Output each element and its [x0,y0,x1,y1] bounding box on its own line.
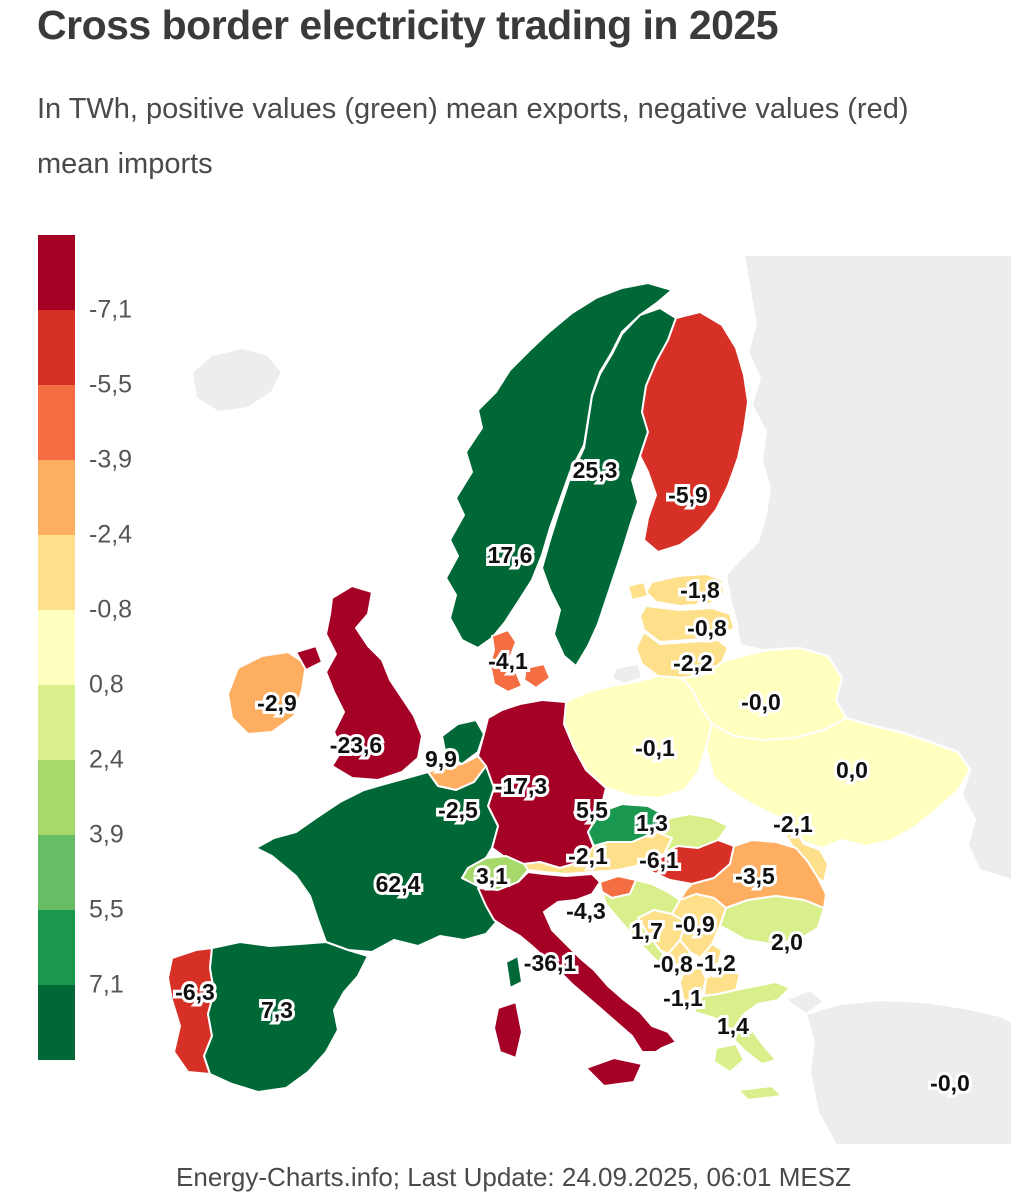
country-ukraine[interactable] [705,717,971,849]
legend-tick-label: -3,9 [89,445,133,474]
legend-color-segment-4 [38,535,75,610]
legend-tick-label: 3,9 [89,820,124,849]
color-legend: -7,1 -5,5 -3,9 -2,4 -0,8 0,8 2,4 3,9 5,5 7,1 [38,235,132,1060]
value-label-montenegro: -1,2 [696,950,736,976]
value-label-croatia: 1,7 [631,918,663,944]
country-estonia[interactable] [645,573,725,607]
legend-color-segment-5 [38,610,75,685]
value-label-norway: 17,6 [488,542,533,568]
value-label-albania: -1,1 [663,985,703,1011]
value-label-switzerland: 3,1 [476,863,508,889]
value-label-bosnia-herzegovina: -0,8 [653,951,693,977]
legend-tick-label: 5,5 [89,895,124,924]
attribution-footer: Energy-Charts.info; Last Update: 24.09.2… [176,1162,851,1192]
value-label-netherlands: 9,9 [425,746,457,772]
page-subtitle: In TWh, positive values (green) mean exp… [37,93,909,181]
region-iceland [191,347,283,413]
legend-color-segment-7 [38,760,75,835]
legend-color-segment-6 [38,685,75,760]
value-label-latvia: -0,8 [687,615,727,641]
value-label-estonia: -1,8 [680,577,720,603]
value-label-sweden: 25,3 [573,457,618,483]
legend-tick-label: 2,4 [89,745,124,774]
value-label-united-kingdom: -23,6 [330,732,382,758]
value-label-belarus: -0,0 [741,689,781,715]
country-greece[interactable] [713,1043,745,1073]
value-label-czechia: 5,5 [576,797,608,823]
country-greece[interactable] [737,1085,783,1101]
country-france[interactable] [255,765,499,953]
value-label-lithuania: -2,2 [673,650,713,676]
country-montenegro[interactable] [667,939,691,967]
value-label-denmark: -4,1 [488,648,528,674]
legend-color-segment-2 [38,385,75,460]
country-united-kingdom[interactable] [325,585,423,781]
value-label-turkey: -0,0 [930,1070,970,1096]
country-spain[interactable] [203,941,369,1093]
country-italy[interactable] [477,871,677,1053]
country-bulgaria[interactable] [719,895,825,945]
value-label-bulgaria: 2,0 [771,929,803,955]
value-label-ukraine: 0,0 [836,757,868,783]
legend-color-segment-3 [38,460,75,535]
value-label-serbia: -0,9 [675,911,715,937]
country-turkey[interactable] [785,989,825,1015]
value-label-greece: 1,4 [717,1013,749,1039]
region-kaliningrad [611,663,643,685]
country-italy[interactable] [493,1001,523,1059]
legend-tick-label: -2,4 [89,520,133,549]
legend-color-segment-8 [38,835,75,910]
value-label-moldova: -2,1 [773,811,813,837]
country-united-kingdom[interactable] [295,645,323,671]
country-turkey[interactable] [805,999,1013,1146]
country-finland[interactable] [639,311,749,553]
value-label-romania: -3,5 [735,863,775,889]
country-latvia[interactable] [639,605,735,643]
value-label-slovakia: 1,3 [636,810,668,836]
country-greece[interactable] [693,981,791,1065]
country-estonia[interactable] [627,581,649,601]
value-label-finland: -5,9 [668,482,708,508]
country-denmark[interactable] [489,629,523,693]
value-label-portugal: -6,3 [175,979,215,1005]
legend-colorbar [38,235,75,1060]
country-denmark[interactable] [523,663,551,689]
legend-tick-label: -5,5 [89,370,133,399]
value-label-belgium: -2,5 [438,797,478,823]
legend-color-segment-0 [38,235,75,310]
legend-tick-label: 7,1 [89,970,124,999]
country-italy[interactable] [585,1057,643,1087]
page-title: Cross border electricity trading in 2025 [37,2,779,48]
legend-tick-label: -7,1 [89,295,133,324]
country-france[interactable] [505,955,523,989]
country-austria[interactable] [523,831,673,875]
country-ireland[interactable] [227,651,307,735]
value-label-slovenia: -4,3 [566,898,606,924]
value-label-italy: -36,1 [524,950,577,976]
value-label-france: 62,4 [376,871,421,897]
legend-color-segment-1 [38,310,75,385]
value-label-germany: -17,3 [495,773,547,799]
value-label-spain: 7,3 [261,997,293,1023]
country-norway[interactable] [445,282,673,649]
value-label-ireland: -2,9 [257,690,297,716]
value-label-hungary: -6,1 [639,847,679,873]
legend-tick-label: -0,8 [89,595,133,624]
value-label-austria: -2,1 [568,843,608,869]
legend-color-segment-10 [38,985,75,1060]
legend-color-segment-9 [38,910,75,985]
legend-tick-label: 0,8 [89,670,124,699]
value-label-poland: -0,1 [635,735,675,761]
